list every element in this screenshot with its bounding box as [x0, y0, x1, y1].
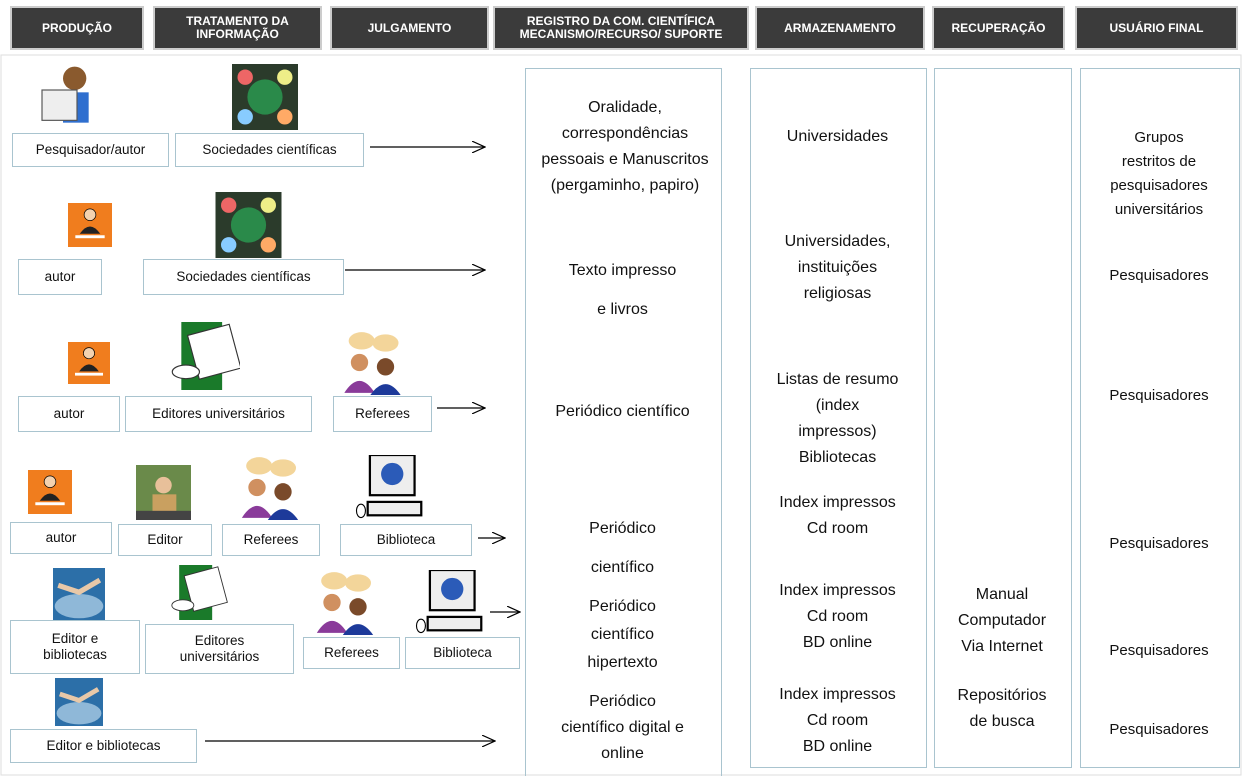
actor: autor — [18, 259, 102, 295]
armazenamento-text: Universidades — [786, 128, 889, 145]
actor: Sociedades científicas — [143, 259, 344, 295]
actor: Editor — [118, 524, 212, 556]
armazenamento-text: Universidades, instituições religiosas — [784, 233, 891, 302]
usuario-text: Pesquisadores — [1109, 535, 1209, 552]
arrows — [205, 147, 520, 741]
header: USUÁRIO FINAL — [1077, 8, 1236, 48]
actor: Pesquisador/autor — [12, 133, 169, 167]
header: TRATAMENTO DA INFORMAÇÃO — [155, 8, 320, 48]
frame — [0, 54, 1242, 776]
actor: autor — [18, 396, 120, 432]
registro-text: Periódico científico hipertexto — [587, 598, 658, 671]
usuario-text: Pesquisadores — [1109, 721, 1209, 738]
header: JULGAMENTO — [332, 8, 487, 48]
header: RECUPERAÇÃO — [934, 8, 1063, 48]
actor: Editor e bibliotecas — [10, 620, 140, 674]
actor: Editores universitários — [145, 624, 294, 674]
registro-text: científico — [590, 559, 655, 576]
column-usuario — [1080, 68, 1240, 768]
actor: Sociedades científicas — [175, 133, 364, 167]
actor: Referees — [303, 637, 400, 669]
recuperacao-text: Repositórios de busca — [957, 687, 1047, 730]
registro-text: Oralidade, correspondências pessoais e M… — [541, 99, 709, 194]
armazenamento-text: Index impressos Cd room BD online — [779, 582, 896, 651]
actor: Editores universitários — [125, 396, 312, 432]
registro-text: Periódico — [589, 520, 656, 537]
actor: autor — [10, 522, 112, 554]
recuperacao-text: Manual Computador Via Internet — [957, 586, 1047, 655]
registro-text: Periódico científico digital e online — [561, 693, 684, 762]
usuario-text: Grupos restritos de pesquisadores univer… — [1110, 129, 1208, 218]
actor: Editor e bibliotecas — [10, 729, 197, 763]
header: ARMAZENAMENTO — [757, 8, 923, 48]
actor: Biblioteca — [340, 524, 472, 556]
actor: Referees — [222, 524, 320, 556]
armazenamento-text: Listas de resumo (index impressos) Bibli… — [776, 371, 899, 466]
column-armazenamento — [750, 68, 927, 768]
column-recuperacao — [934, 68, 1072, 768]
header: REGISTRO DA COM. CIENTÍFICA MECANISMO/RE… — [495, 8, 747, 48]
actor: Biblioteca — [405, 637, 520, 669]
usuario-text: Pesquisadores — [1109, 642, 1209, 659]
registro-text: Texto impresso — [568, 262, 677, 279]
armazenamento-text: Index impressos Cd room BD online — [779, 686, 896, 755]
column-registro — [525, 68, 722, 776]
header: PRODUÇÃO — [12, 8, 142, 48]
usuario-text: Pesquisadores — [1109, 267, 1209, 284]
registro-text: e livros — [597, 301, 648, 318]
actor: Referees — [333, 396, 432, 432]
usuario-text: Pesquisadores — [1109, 387, 1209, 404]
registro-text: Periódico científico — [555, 403, 690, 420]
armazenamento-text: Index impressos Cd room — [779, 494, 896, 537]
